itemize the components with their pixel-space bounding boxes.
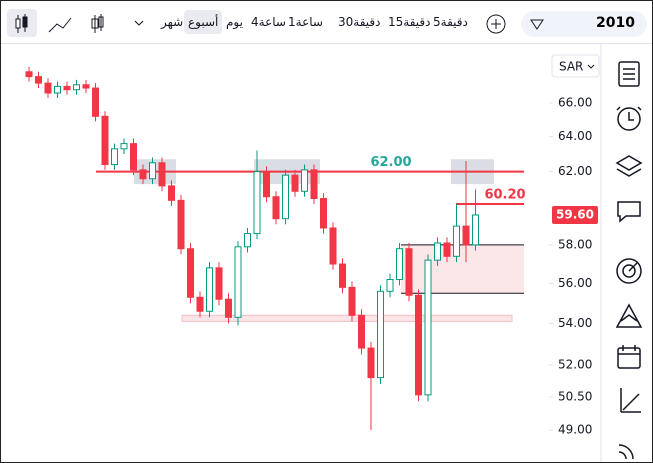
candle-body [367,347,375,379]
zone [181,314,513,322]
level-label: 60.20 [484,187,525,202]
candle-body [263,171,270,198]
candle-body [130,143,137,171]
candle-body [434,242,441,261]
candle-body [377,290,384,379]
candle-body [272,196,280,220]
candle-body [225,298,232,318]
sidebar-icons[interactable] [615,61,643,460]
candle-body [82,84,90,89]
plot: 62.00 60.20 [25,66,526,431]
candle-body [282,174,289,220]
zone [401,244,524,294]
timeframe-button[interactable]: 15دقيقة [388,15,431,29]
timeframe-button[interactable]: 1ساعة [288,15,323,29]
y-tick-label: 66.00 [558,95,592,109]
symbol-search[interactable]: 2010 [521,11,647,37]
candle-body [120,143,128,150]
candle-body [453,225,460,257]
candle-body [253,171,261,235]
timeframe-button[interactable]: 5دقيقة [433,15,468,29]
candle-body [25,71,33,78]
candle-body [63,85,71,91]
symbol-icon [530,19,544,30]
candle-body [339,263,346,288]
candle-body [415,294,422,396]
candle-body [149,162,156,180]
candle-body [443,242,451,257]
candle-body [310,169,318,200]
timeframe-button[interactable]: يوم [226,15,243,29]
currency-box[interactable] [551,54,600,78]
currency-chevron [587,64,595,69]
candle-body [111,148,118,166]
timeframe-button[interactable]: أسبوع [184,10,223,34]
candle-body [234,246,242,318]
symbol: 2010 [596,15,635,31]
candle-body [196,296,204,312]
y-tick-label: 58.00 [558,237,592,251]
candle-body [215,267,223,300]
candle-body [92,87,99,117]
candle-body [358,314,365,349]
timeframe-button[interactable]: شهر [161,15,184,29]
candle-body [158,162,166,187]
candle-body [396,248,403,281]
price-label-box [552,205,598,224]
currency: SAR [559,60,583,74]
candle-body [206,267,213,312]
level-label: 62.00 [370,155,411,170]
y-tick-label: 54.00 [558,316,592,330]
candle-body [73,84,80,91]
candle-body [44,82,52,94]
candle-body [168,185,175,201]
candle-body [177,199,185,250]
add-button[interactable] [484,1,508,43]
candle-body [405,248,413,296]
timeframe-button[interactable]: 30دقيقة [338,15,381,29]
candle-body [462,225,470,246]
candle-body [386,279,394,292]
candle-body [301,169,308,192]
candle-body [187,248,194,298]
toolbar: شهر أسبوع يوم 4ساعة 1ساعة 30دقيقة 15دقيقة 5دقيق… [1,1,652,44]
candle-body [54,85,61,94]
chevron[interactable] [133,1,145,43]
candle-body [244,233,251,248]
timeframe-button[interactable]: 4ساعة [251,15,286,29]
candle-body [291,174,299,192]
y-tick-label: 62.00 [558,164,592,178]
y-tick-label: 52.00 [558,357,592,371]
y-tick-label: 56.00 [558,276,592,290]
y-tick-label: 49.00 [558,423,592,437]
y-tick-label: 64.00 [558,129,592,143]
price-label: 59.60 [556,207,594,221]
candle-body [329,227,337,265]
candle-body [348,286,356,316]
y-tick-label: 50.50 [558,390,592,404]
candle-body [320,198,327,229]
candle-body [424,259,432,396]
candle-body [472,214,479,246]
candle-body [35,76,42,84]
candle-body [101,115,109,166]
chart-type-icons[interactable] [1,1,121,43]
candle-body [139,169,147,180]
